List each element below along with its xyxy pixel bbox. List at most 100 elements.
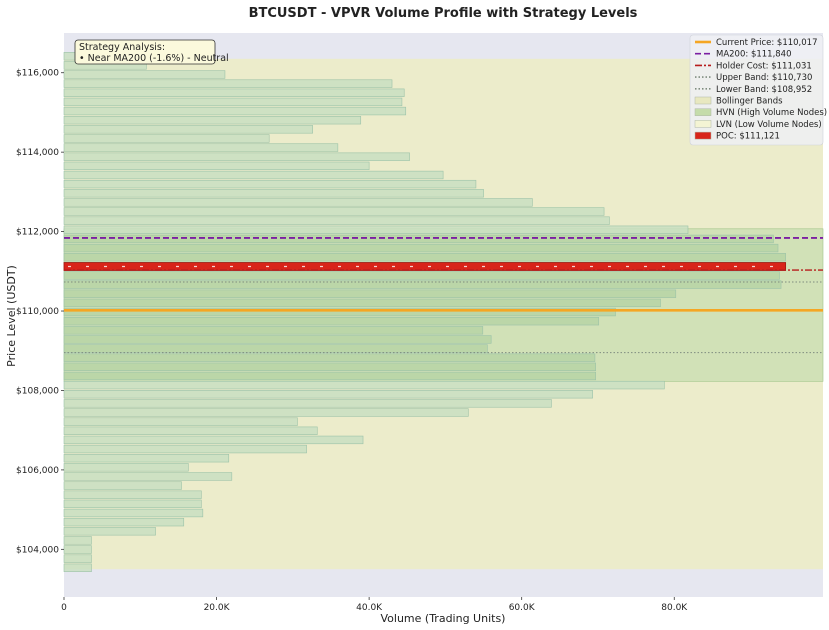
legend-item: POC: $111,121 (694, 131, 780, 142)
volume-bar (63, 545, 92, 554)
volume-bar (63, 179, 477, 189)
legend-item: MA200: $111,840 (695, 50, 792, 60)
legend-label: Current Price: $110,017 (716, 38, 818, 48)
volume-bar (63, 243, 779, 253)
volume-bar (63, 390, 593, 399)
strategy-annotation: Strategy Analysis: • Near MA200 (-1.6%) … (74, 39, 229, 65)
volume-bar (63, 253, 786, 262)
volume-bar (63, 234, 774, 244)
x-axis: 0 20.0K 40.0K 60.0K 80.0K (61, 597, 688, 613)
volume-bar (63, 380, 665, 390)
y-tick-label: $106,000 (16, 466, 59, 476)
chart-title: BTCUSDT - VPVR Volume Profile with Strat… (249, 6, 638, 21)
legend: Current Price: $110,017 MA200: $111,840Ho… (689, 34, 827, 146)
y-tick-label: $112,000 (16, 228, 59, 238)
volume-bar (63, 527, 156, 536)
x-tick-label: 20.0K (204, 603, 231, 613)
volume-bar (63, 125, 313, 134)
volume-bar (63, 70, 226, 79)
y-axis: $104,000 $106,000 $108,000 $110,000 $112,000… (16, 69, 64, 555)
volume-bar (63, 134, 270, 143)
volume-bar (63, 189, 484, 198)
volume-bar (63, 161, 370, 171)
volume-bar (63, 326, 484, 335)
legend-label: MA200: $111,840 (716, 50, 792, 60)
legend-item: Current Price: $110,017 (695, 38, 818, 48)
legend-patch-swatch (694, 120, 712, 128)
legend-label: Lower Band: $108,952 (716, 85, 812, 95)
volume-bar (63, 344, 488, 353)
volume-bar (63, 517, 185, 527)
volume-bars (63, 52, 786, 572)
volume-bar (63, 79, 393, 88)
volume-bar (63, 353, 596, 362)
legend-item: Lower Band: $108,952 (695, 85, 812, 95)
x-tick-label: 0 (61, 603, 67, 613)
volume-bar (63, 536, 92, 545)
volume-bar (63, 362, 596, 371)
volume-bar (63, 216, 610, 225)
volume-bar (63, 554, 92, 563)
volume-bar (63, 225, 689, 234)
volume-bar (63, 316, 600, 326)
legend-patch-swatch (694, 131, 712, 140)
annotation-title: Strategy Analysis: (79, 42, 165, 53)
volume-bar (63, 97, 403, 107)
volume-bar (63, 563, 92, 572)
y-tick-label: $104,000 (16, 545, 59, 555)
y-tick-label: $114,000 (16, 148, 59, 158)
legend-label: Bollinger Bands (716, 97, 783, 107)
legend-item: Upper Band: $110,730 (695, 73, 812, 83)
volume-bar (63, 454, 230, 463)
y-axis-label: Price Level (USDT) (5, 265, 18, 367)
volume-bar (63, 116, 362, 125)
legend-item: Holder Cost: $111,031 (695, 61, 812, 71)
x-tick-label: 80.0K (661, 603, 688, 613)
volume-bar (63, 399, 552, 408)
volume-bar (63, 271, 780, 280)
volume-bar (63, 426, 318, 435)
volume-bar (63, 335, 492, 344)
volume-bar (63, 170, 444, 180)
legend-label: POC: $111,121 (716, 132, 780, 142)
volume-bar (63, 298, 661, 308)
volume-bar (63, 143, 339, 152)
legend-item: LVN (Low Volume Nodes) (694, 120, 822, 130)
volume-bar (63, 371, 596, 381)
volume-bar (63, 152, 410, 161)
volume-bar (63, 198, 533, 207)
volume-bar (63, 508, 204, 518)
legend-item: Bollinger Bands (694, 96, 783, 107)
volume-bar (63, 417, 298, 426)
legend-frame (689, 34, 824, 146)
volume-bar (63, 490, 202, 499)
legend-label: Holder Cost: $111,031 (716, 61, 812, 71)
volume-bar (63, 499, 202, 509)
y-tick-label: $110,000 (16, 307, 59, 317)
x-axis-label: Volume (Trading Units) (381, 612, 506, 625)
volume-bar (63, 207, 605, 216)
volume-bar (63, 435, 364, 445)
annotation-line: • Near MA200 (-1.6%) - Neutral (79, 53, 229, 64)
x-tick-label: 40.0K (356, 603, 383, 613)
legend-patch-swatch (694, 96, 712, 105)
legend-label: LVN (Low Volume Nodes) (716, 120, 822, 130)
x-tick-label: 60.0K (509, 603, 536, 613)
volume-bar (63, 88, 405, 97)
volume-bar (63, 463, 189, 472)
legend-label: HVN (High Volume Nodes) (716, 108, 827, 118)
legend-patch-swatch (694, 108, 712, 116)
y-tick-label: $108,000 (16, 386, 59, 396)
volume-bar (63, 472, 233, 481)
poc-bar (63, 262, 787, 271)
volume-bar (63, 289, 677, 298)
volume-bar (63, 280, 782, 289)
y-tick-label: $116,000 (16, 69, 59, 79)
volume-bar (63, 408, 469, 417)
volume-bar (63, 444, 307, 454)
legend-label: Upper Band: $110,730 (716, 73, 812, 83)
legend-item: HVN (High Volume Nodes) (694, 108, 827, 118)
annotation-box (74, 39, 216, 65)
volume-bar (63, 106, 407, 116)
